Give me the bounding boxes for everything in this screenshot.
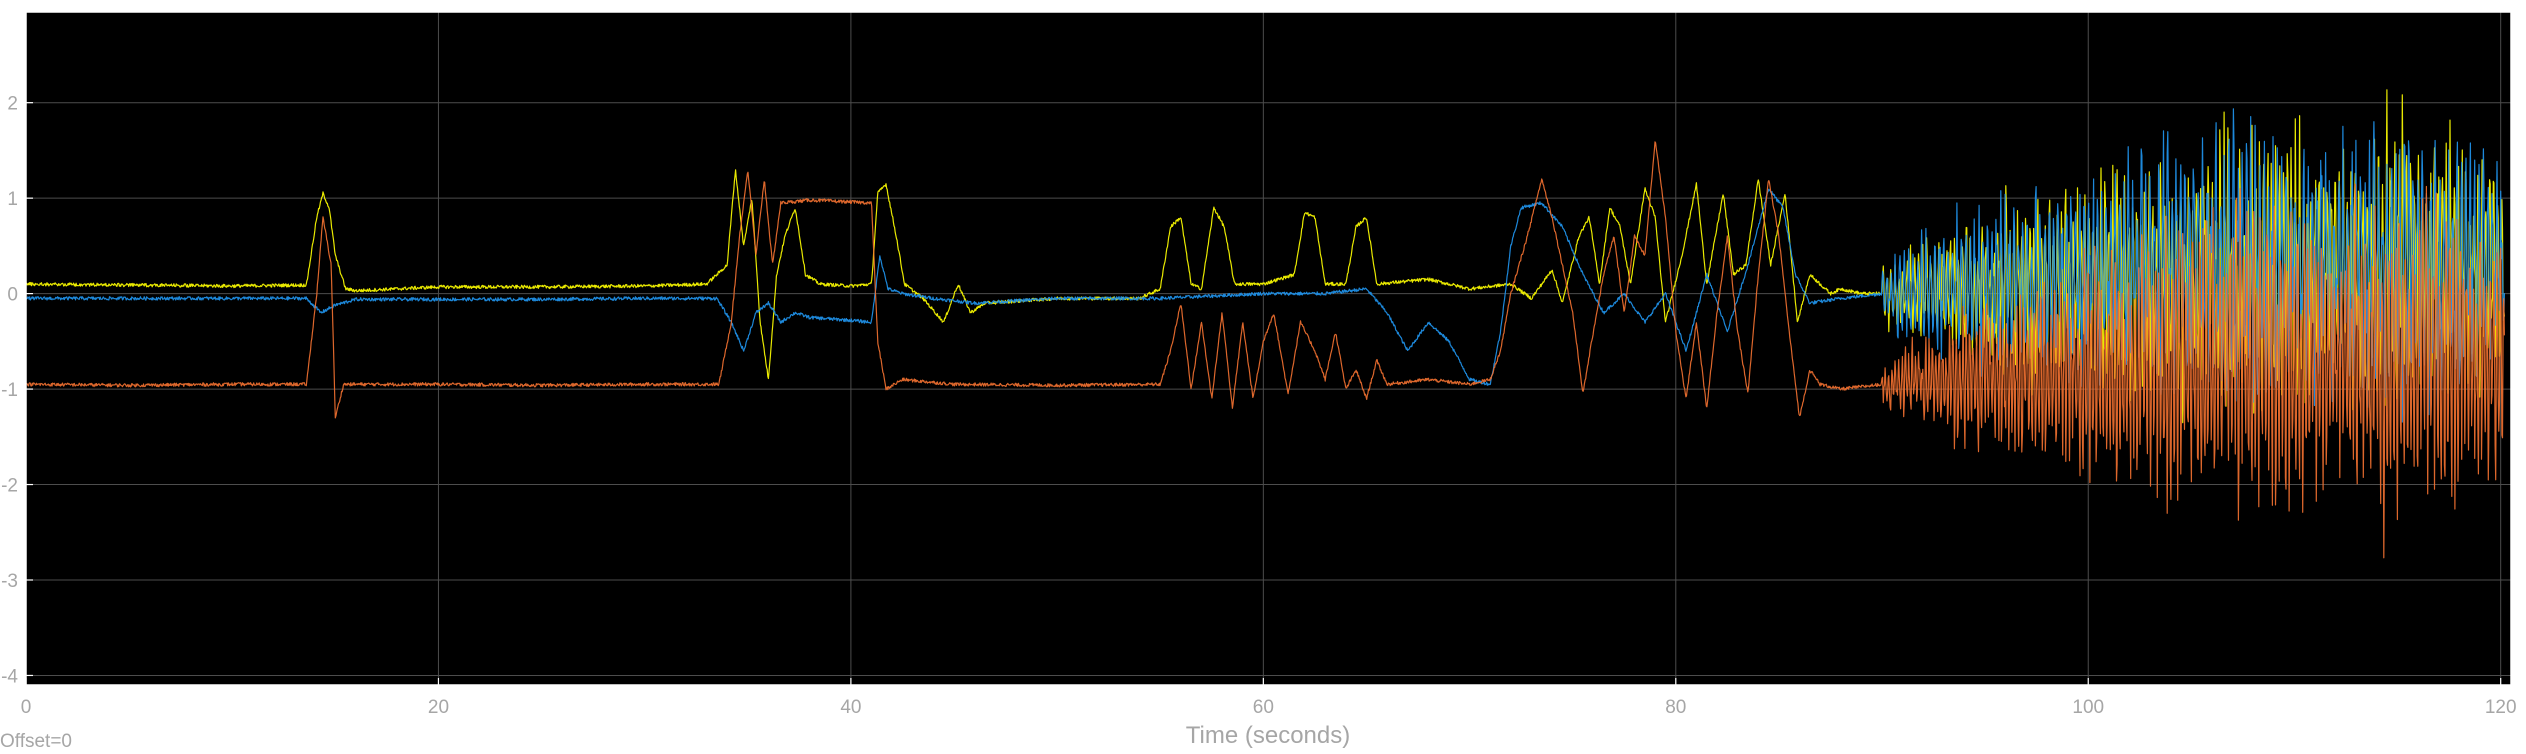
tick-layer: 0 20 40 60 80 100 120 -4 -3 -2 -1 0 1 2 <box>1 94 2516 718</box>
y-tick-label: -2 <box>1 476 18 497</box>
y-tick-label: -1 <box>1 380 18 401</box>
y-tick-label: -3 <box>1 571 18 592</box>
x-tick-label: 40 <box>840 697 861 718</box>
y-tick-label: 0 <box>7 285 18 306</box>
x-tick-label: 0 <box>21 697 32 718</box>
series-line-3 <box>25 141 2505 559</box>
series-layer <box>25 89 2505 559</box>
x-tick-label: 120 <box>2485 697 2517 718</box>
x-tick-label: 60 <box>1253 697 1274 718</box>
x-tick-label: 80 <box>1665 697 1686 718</box>
plot-frame <box>25 11 2512 686</box>
x-tick-label: 100 <box>2072 697 2104 718</box>
series-line-1 <box>25 89 2505 424</box>
x-tick-label: 20 <box>428 697 449 718</box>
y-tick-label: -4 <box>1 666 18 687</box>
offset-label: Offset=0 <box>0 731 72 752</box>
series-line-2 <box>25 108 2505 423</box>
plot-background <box>26 12 2511 685</box>
y-tick-label: 1 <box>7 189 18 210</box>
x-axis-label: Time (seconds) <box>1186 722 1350 749</box>
y-tick-label: 2 <box>7 94 18 115</box>
